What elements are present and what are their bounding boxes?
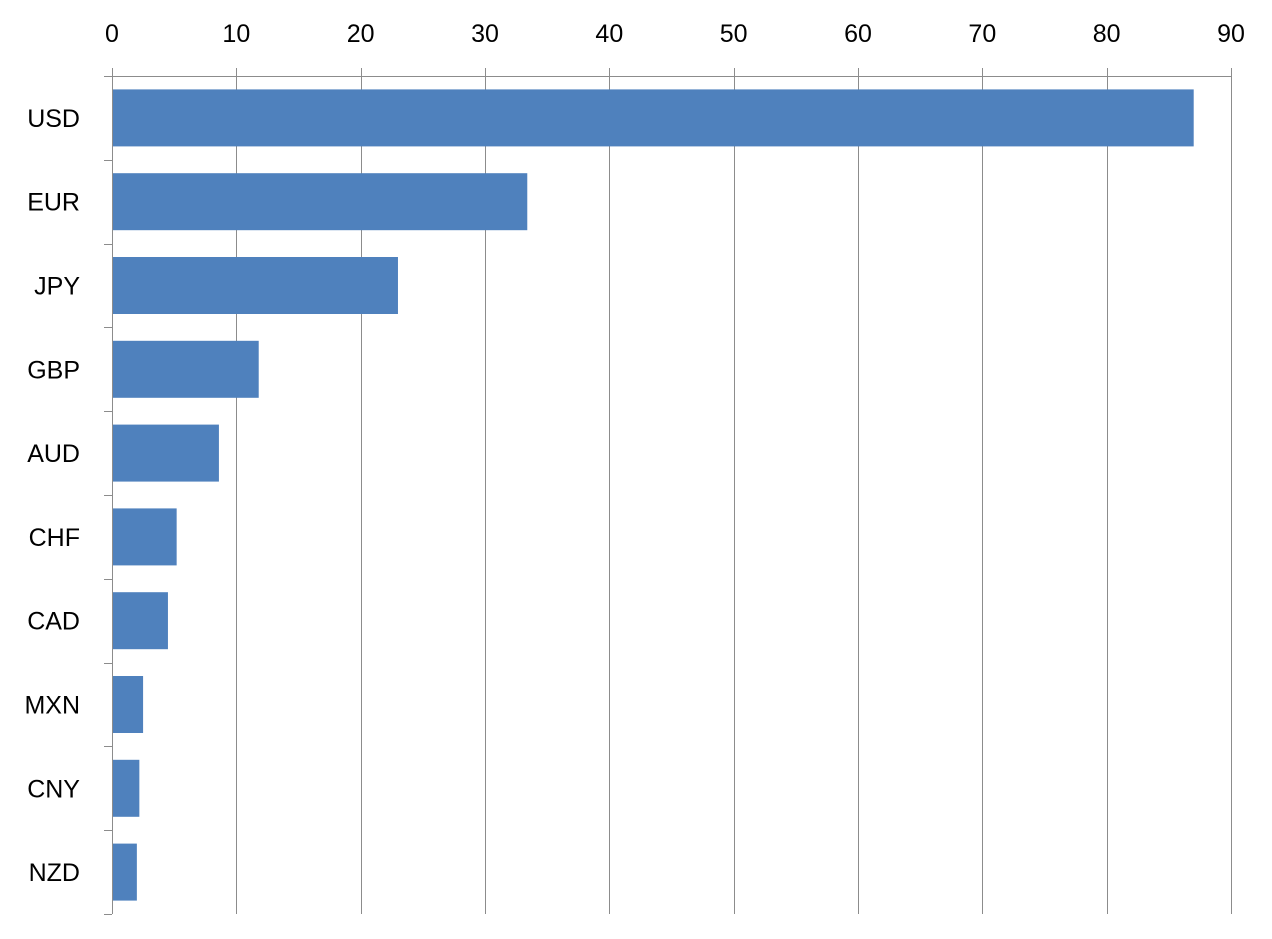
y-tick-label-mxn: MXN bbox=[24, 692, 80, 720]
y-tick-label-cny: CNY bbox=[27, 775, 80, 803]
bar-mxn bbox=[113, 676, 144, 733]
x-tick-label-90: 90 bbox=[1217, 20, 1245, 48]
x-tick-label-0: 0 bbox=[105, 20, 119, 48]
x-tick-label-30: 30 bbox=[471, 20, 499, 48]
y-tick-label-usd: USD bbox=[27, 105, 80, 133]
y-tick-label-chf: CHF bbox=[29, 524, 80, 552]
x-tick-label-70: 70 bbox=[968, 20, 996, 48]
bar-cad bbox=[113, 592, 168, 650]
bar-aud bbox=[113, 424, 219, 482]
bar-eur bbox=[113, 173, 528, 231]
y-tick-label-eur: EUR bbox=[27, 189, 80, 217]
x-tick-label-40: 40 bbox=[595, 20, 623, 48]
y-tick-label-jpy: JPY bbox=[34, 273, 80, 301]
y-tick-label-aud: AUD bbox=[27, 440, 80, 468]
value-axis-tick-labels: 0 10 20 30 40 50 60 70 80 90 bbox=[105, 20, 1245, 48]
bar-cny bbox=[113, 759, 140, 817]
bar-gbp bbox=[113, 340, 259, 398]
y-tick-label-gbp: GBP bbox=[27, 356, 80, 384]
bar-usd bbox=[113, 89, 1194, 147]
x-tick-label-10: 10 bbox=[222, 20, 250, 48]
bar-nzd bbox=[113, 843, 137, 901]
y-tick-label-cad: CAD bbox=[27, 608, 80, 636]
x-tick-label-50: 50 bbox=[720, 20, 748, 48]
bars bbox=[113, 89, 1194, 901]
axes bbox=[104, 68, 1232, 915]
x-tick-label-20: 20 bbox=[347, 20, 375, 48]
category-axis-tick-labels: USD EUR JPY GBP AUD CHF CAD MXN CNY NZD bbox=[24, 105, 80, 887]
bar-chf bbox=[113, 508, 177, 566]
x-tick-label-80: 80 bbox=[1093, 20, 1121, 48]
x-tick-label-60: 60 bbox=[844, 20, 872, 48]
y-tick-label-nzd: NZD bbox=[29, 859, 80, 887]
bar-jpy bbox=[113, 257, 398, 314]
